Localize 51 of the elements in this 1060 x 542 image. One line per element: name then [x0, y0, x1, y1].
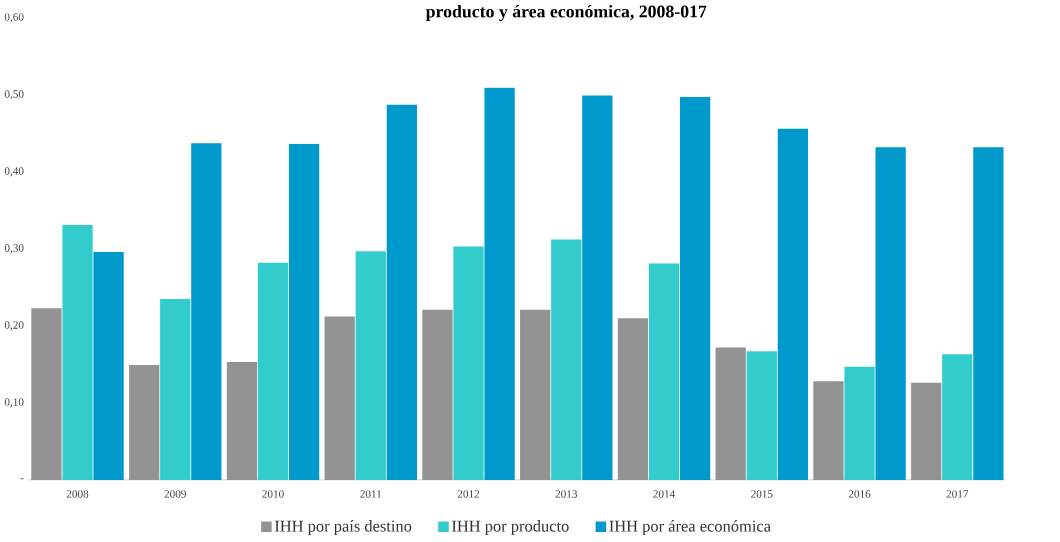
- y-tick-label: -: [20, 478, 24, 480]
- bar: [422, 309, 453, 480]
- bar: [875, 147, 906, 480]
- legend-label: IHH por área económica: [609, 520, 771, 535]
- bar: [226, 362, 258, 480]
- x-tick-label: 2012: [457, 490, 480, 498]
- x-tick-label: 2016: [848, 490, 871, 498]
- bar: [288, 144, 320, 480]
- bar: [93, 251, 124, 480]
- legend-label: IHH por país destino: [274, 520, 412, 535]
- bar: [191, 143, 222, 480]
- bar: [813, 381, 844, 480]
- x-tick-label: 2017: [946, 490, 969, 498]
- chart-title: producto y área económica, 2008-017: [425, 4, 707, 22]
- bar: [129, 365, 160, 480]
- legend-label: IHH por producto: [452, 520, 569, 535]
- bar: [62, 224, 93, 480]
- bar: [942, 354, 973, 480]
- y-tick-label: 0,40: [4, 167, 24, 177]
- bar: [715, 347, 746, 480]
- bar: [973, 147, 1004, 480]
- x-tick-label: 2013: [555, 490, 578, 498]
- y-tick-label: 0,20: [4, 321, 24, 331]
- bar: [617, 318, 649, 480]
- bar: [160, 298, 191, 480]
- bar: [746, 351, 777, 480]
- bar: [386, 104, 417, 480]
- x-tick-label: 2015: [751, 490, 773, 498]
- bar: [777, 128, 809, 480]
- x-tick-label: 2011: [360, 490, 382, 498]
- bar: [551, 239, 582, 480]
- bar: [355, 251, 386, 480]
- bar: [31, 308, 62, 480]
- x-tick-label: 2009: [164, 490, 186, 498]
- bar: [484, 87, 515, 480]
- bar: [582, 95, 613, 480]
- bar: [520, 309, 551, 480]
- y-tick-label: 0,50: [4, 90, 24, 100]
- bar: [844, 366, 875, 480]
- x-tick-label: 2008: [66, 490, 89, 498]
- bar: [911, 382, 942, 480]
- x-tick-label: 2014: [653, 490, 676, 498]
- y-tick-label: 0,10: [4, 398, 24, 408]
- x-tick-label: 2010: [262, 490, 284, 498]
- bar: [257, 262, 289, 480]
- bar: [648, 263, 680, 480]
- y-tick-label: 0,30: [4, 244, 24, 254]
- bar: [679, 97, 711, 480]
- bar: [453, 246, 484, 480]
- y-tick-label: 0,60: [4, 13, 24, 23]
- bar: [324, 316, 355, 480]
